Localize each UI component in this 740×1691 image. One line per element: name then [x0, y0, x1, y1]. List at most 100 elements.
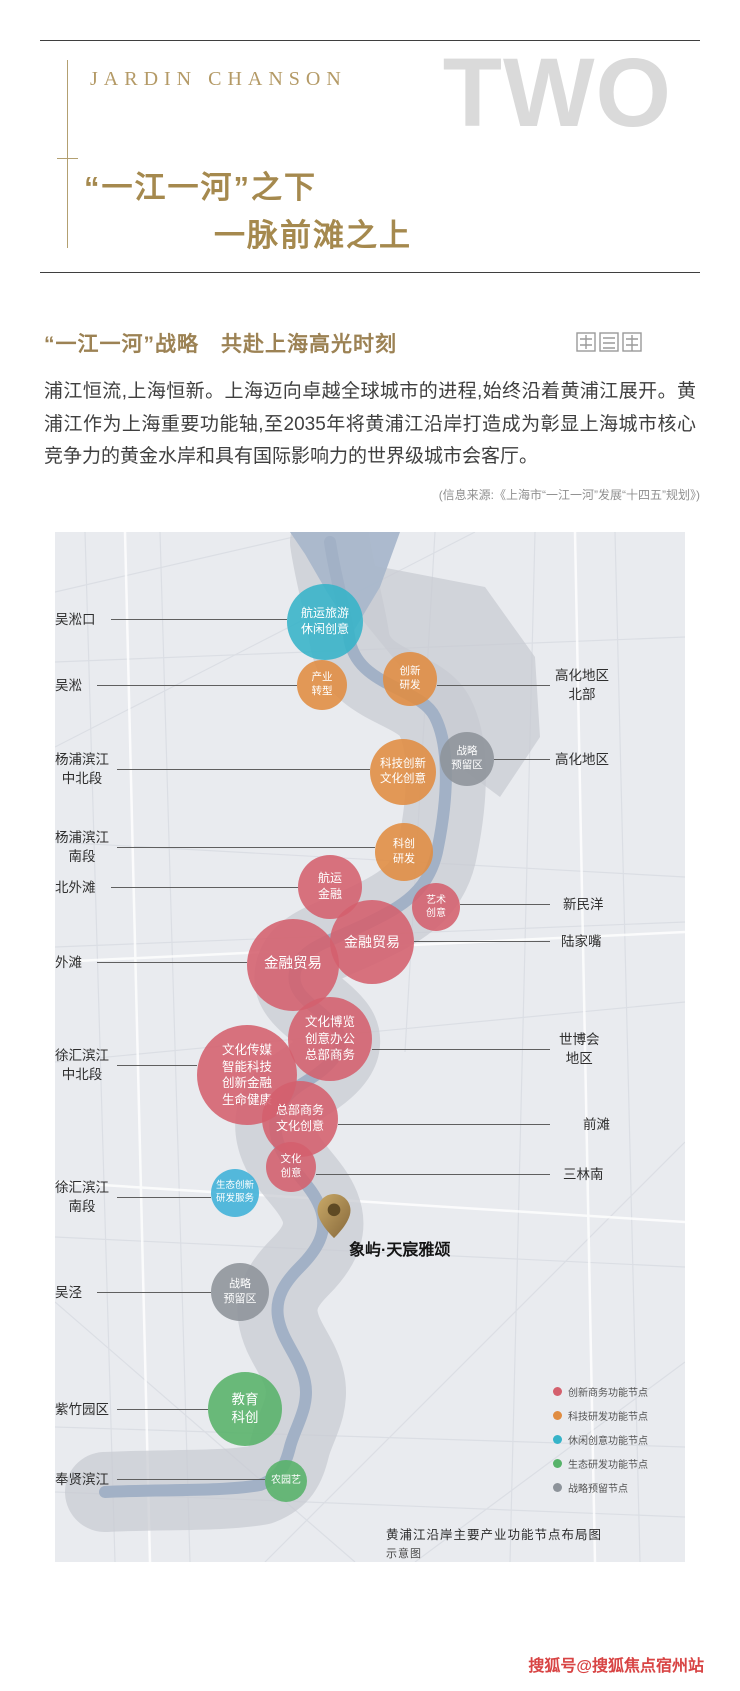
node-label: 文化博览 创意办公 总部商务: [304, 1015, 355, 1063]
node-label: 金融贸易: [264, 956, 322, 973]
node-label: 战略 预留区: [223, 1278, 257, 1305]
node-label: 总部商务 文化创意: [275, 1103, 324, 1133]
map-node-education-scitech: 教育 科创: [208, 1372, 282, 1446]
leader-line: [338, 1124, 550, 1125]
leader-line: [97, 685, 297, 686]
node-label: 战略 预留区: [451, 745, 483, 771]
leader-line: [117, 1065, 197, 1066]
page-title-line2: 一脉前滩之上: [214, 218, 412, 253]
header-vertical-line: [67, 60, 68, 248]
legend-item: 创新商务功能节点: [553, 1384, 648, 1399]
page-title-line1: “一江一河”之下: [84, 170, 317, 205]
node-circle: [211, 1169, 259, 1217]
leader-line: [97, 962, 247, 963]
header-line-tick: [57, 158, 78, 159]
legend-dot: [553, 1435, 562, 1444]
map-label-fengxian: 奉贤滨江: [55, 1472, 109, 1487]
node-label: 生态创新 研发服务: [215, 1180, 254, 1204]
leader-line: [111, 619, 287, 620]
map-label-xinminyang: 新民洋: [563, 897, 604, 912]
node-label: 科技创新 文化创意: [380, 757, 426, 785]
leader-line: [117, 1409, 208, 1410]
map-node-finance-trade-east: 金融贸易: [330, 900, 414, 984]
node-label: 艺术 创意: [426, 894, 446, 919]
node-circle: [266, 1142, 316, 1192]
body-paragraph: 浦江恒流,上海恒新。上海迈向卓越全球城市的进程,始终沿着黄浦江展开。黄浦江作为上…: [44, 381, 696, 468]
legend-label: 创新商务功能节点: [568, 1388, 648, 1399]
node-circle: [287, 584, 363, 660]
node-circle: [375, 823, 433, 881]
map-node-art-creative: 艺术 创意: [412, 883, 460, 931]
leader-line: [316, 1174, 550, 1175]
map-node-finance-trade-west: 金融贸易: [247, 919, 339, 1011]
node-circle: [412, 883, 460, 931]
map-label-lujiazui: 陆家嘴: [561, 934, 602, 949]
map-label-zizhu-park: 紫竹园区: [55, 1402, 109, 1417]
section-heading: “一江一河”战略 共赴上海高光时刻: [44, 333, 397, 356]
map-node-media-tech-finance-health: 文化传媒 智能科技 创新金融 生命健康: [197, 1025, 297, 1125]
sohu-watermark: 搜狐号@搜狐焦点宿州站: [528, 1658, 704, 1675]
seal-icon: [576, 332, 642, 352]
legend-item: 科技研发功能节点: [553, 1408, 648, 1423]
node-label: 农园艺: [271, 1475, 301, 1487]
project-name-label: 象屿·天宸雅颂: [349, 1242, 451, 1259]
legend-label: 战略预留节点: [568, 1484, 628, 1495]
map-node-strategic-reserve-south: 战略 预留区: [211, 1263, 269, 1321]
node-circle: [247, 919, 339, 1011]
map-caption: 黄浦江沿岸主要产业功能节点布局图: [386, 1528, 603, 1542]
map-label-yangpu-south: 杨浦滨江 南段: [55, 830, 109, 864]
huangpu-river-map: 吴淞口 吴淞 杨浦滨江 中北段 杨浦滨江 南段 北外滩 外滩 徐汇滨江 中北段 …: [55, 532, 685, 1562]
divider-mid: [40, 272, 700, 273]
node-label: 金融贸易: [344, 933, 400, 950]
map-node-tech-culture: 科技创新 文化创意: [370, 739, 436, 805]
location-pin-icon: [317, 1194, 351, 1238]
map-label-qiantan: 前滩: [583, 1117, 610, 1132]
node-label: 航运旅游 休闲创意: [300, 606, 349, 636]
map-label-gaohua-north: 高化地区 北部: [555, 668, 609, 702]
leader-line: [117, 1479, 265, 1480]
legend-label: 生态研发功能节点: [568, 1460, 648, 1471]
map-label-xuhui-north: 徐汇滨江 中北段: [55, 1048, 109, 1082]
map-node-industry-transform: 产业 转型: [297, 660, 347, 710]
map-label-wusongkou: 吴淞口: [55, 612, 96, 627]
leader-line: [117, 769, 370, 770]
map-node-scitech-rd: 科创 研发: [375, 823, 433, 881]
node-circle: [211, 1263, 269, 1321]
leader-line: [437, 685, 550, 686]
node-circle: [208, 1372, 282, 1446]
node-circle: [383, 652, 437, 706]
map-label-yangpu-north: 杨浦滨江 中北段: [55, 752, 109, 786]
leader-line: [117, 847, 375, 848]
legend-dot: [553, 1483, 562, 1492]
legend-item: 休闲创意功能节点: [553, 1432, 648, 1447]
map-base-art: [55, 532, 685, 1562]
brand-name: JARDIN CHANSON: [90, 68, 347, 90]
map-label-gaohua: 高化地区: [555, 752, 609, 767]
node-label: 产业 转型: [311, 671, 333, 697]
map-legend: 创新商务功能节点 科技研发功能节点 休闲创意功能节点 生态研发功能节点 战略预留…: [553, 1384, 648, 1504]
node-circle: [265, 1460, 307, 1502]
leader-line: [372, 1049, 550, 1050]
map-node-culture-expo-office: 文化博览 创意办公 总部商务: [288, 997, 372, 1081]
map-label-wujing: 吴泾: [55, 1285, 82, 1300]
leader-line: [414, 941, 550, 942]
legend-dot: [553, 1387, 562, 1396]
source-note: (信息来源:《上海市“一江一河”发展“十四五”规划》): [438, 488, 700, 502]
map-label-xuhui-south: 徐汇滨江 南段: [55, 1180, 109, 1214]
leader-line: [117, 1197, 211, 1198]
map-node-eco-innovation-service: 生态创新 研发服务: [211, 1169, 259, 1217]
node-circle: [330, 900, 414, 984]
legend-item: 生态研发功能节点: [553, 1456, 648, 1471]
node-circle: [370, 739, 436, 805]
map-label-bund: 外滩: [55, 955, 82, 970]
map-label-expo-area: 世博会 地区: [559, 1032, 600, 1066]
chapter-number-watermark: TWO: [442, 38, 672, 147]
node-label: 教育 科创: [231, 1392, 259, 1425]
legend-label: 科技研发功能节点: [568, 1412, 648, 1423]
map-caption-note: 示意图: [386, 1548, 422, 1560]
node-circle: [297, 660, 347, 710]
map-node-culture-creative: 文化 创意: [266, 1142, 316, 1192]
node-label: 科创 研发: [393, 838, 415, 865]
map-label-sanlinnan: 三林南: [563, 1167, 604, 1182]
